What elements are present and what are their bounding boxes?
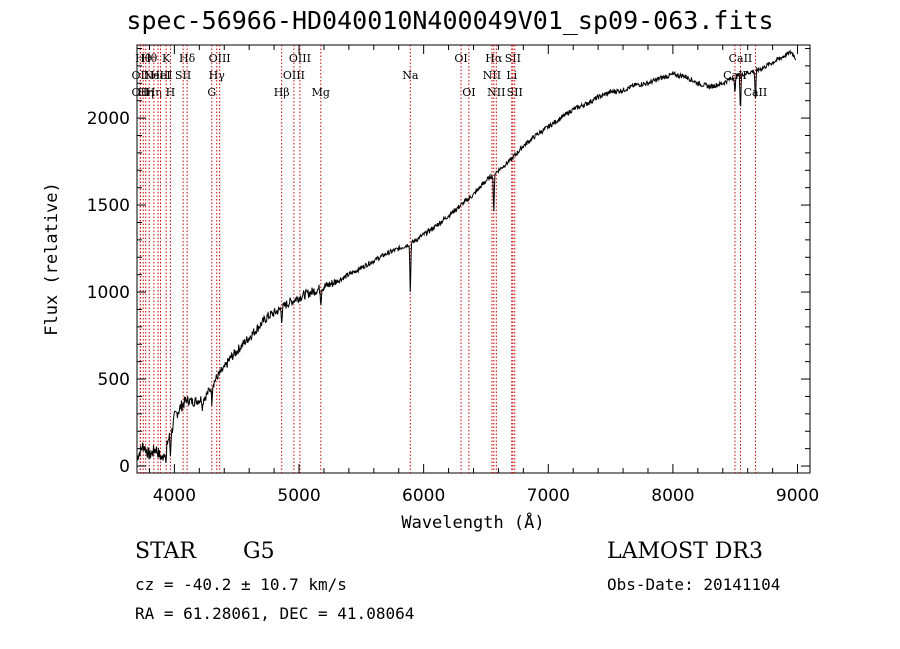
chart-title: spec-56966-HD040010N400049V01_sp09-063.f… <box>126 6 774 35</box>
line-label-24: NII <box>487 86 505 99</box>
line-label-6: NeIII <box>143 69 172 82</box>
coordinates-text: RA = 61.28061, DEC = 41.08064 <box>135 604 415 623</box>
line-label-7: HeI <box>150 69 170 82</box>
y-axis-label: Flux (relative) <box>42 182 62 336</box>
line-label-19: Na <box>402 69 419 82</box>
line-label-10: SII <box>175 69 191 82</box>
x-tick-label-0: 4000 <box>153 486 196 506</box>
x-tick-label-3: 7000 <box>527 486 570 506</box>
line-label-5: Hη <box>146 86 162 99</box>
line-label-15: Hβ <box>274 86 290 99</box>
line-label-17: OIII <box>289 52 311 65</box>
x-tick-label-5: 9000 <box>776 486 819 506</box>
y-tick-label-2: 1000 <box>87 283 130 303</box>
line-label-18: Mg <box>312 86 330 99</box>
plot-frame <box>136 44 811 474</box>
y-tick-label-3: 1500 <box>87 196 130 216</box>
line-label-8: K <box>162 52 171 65</box>
line-label-9: H <box>166 86 176 99</box>
obs-date-text: Obs-Date: 20141104 <box>607 575 781 594</box>
line-label-14: OIII <box>209 52 231 65</box>
line-label-13: Hγ <box>209 69 226 82</box>
x-tick-label-2: 6000 <box>402 486 445 506</box>
object-class: STAR <box>135 539 196 564</box>
line-label-22: NII <box>483 69 501 82</box>
y-tick-label-0: 0 <box>119 457 130 477</box>
line-label-25: Li <box>506 69 517 82</box>
survey-name: LAMOST DR3 <box>607 539 763 564</box>
flux-series-line <box>136 49 797 463</box>
axis-ticks: 4000 5000 6000 7000 8000 9000 0 500 1000 1500 2000 <box>87 45 819 506</box>
object-subclass: G5 <box>243 539 275 564</box>
redshift-text: cz = -40.2 ± 10.7 km/s <box>135 575 347 594</box>
y-tick-label-4: 2000 <box>87 109 130 129</box>
line-label-26: SII <box>505 52 521 65</box>
x-axis-label: Wavelength (Å) <box>401 511 544 533</box>
line-label-12: G <box>207 86 216 99</box>
y-tick-label-1: 500 <box>98 370 130 390</box>
line-label-0: OII <box>132 69 150 82</box>
line-label-29: CaII <box>729 52 753 65</box>
line-label-16: OIII <box>283 69 305 82</box>
line-label-4: Hθ <box>141 52 158 65</box>
x-tick-label-4: 8000 <box>651 486 694 506</box>
line-label-27: SII <box>507 86 523 99</box>
line-label-23: Hα <box>485 52 503 65</box>
line-label-21: OI <box>462 86 475 99</box>
line-label-2: Hθ <box>135 52 152 65</box>
line-label-1: OII <box>132 86 150 99</box>
line-label-11: Hδ <box>179 52 196 65</box>
line-label-20: OI <box>454 52 467 65</box>
line-label-3: Hη <box>138 86 154 99</box>
x-tick-label-1: 5000 <box>277 486 320 506</box>
